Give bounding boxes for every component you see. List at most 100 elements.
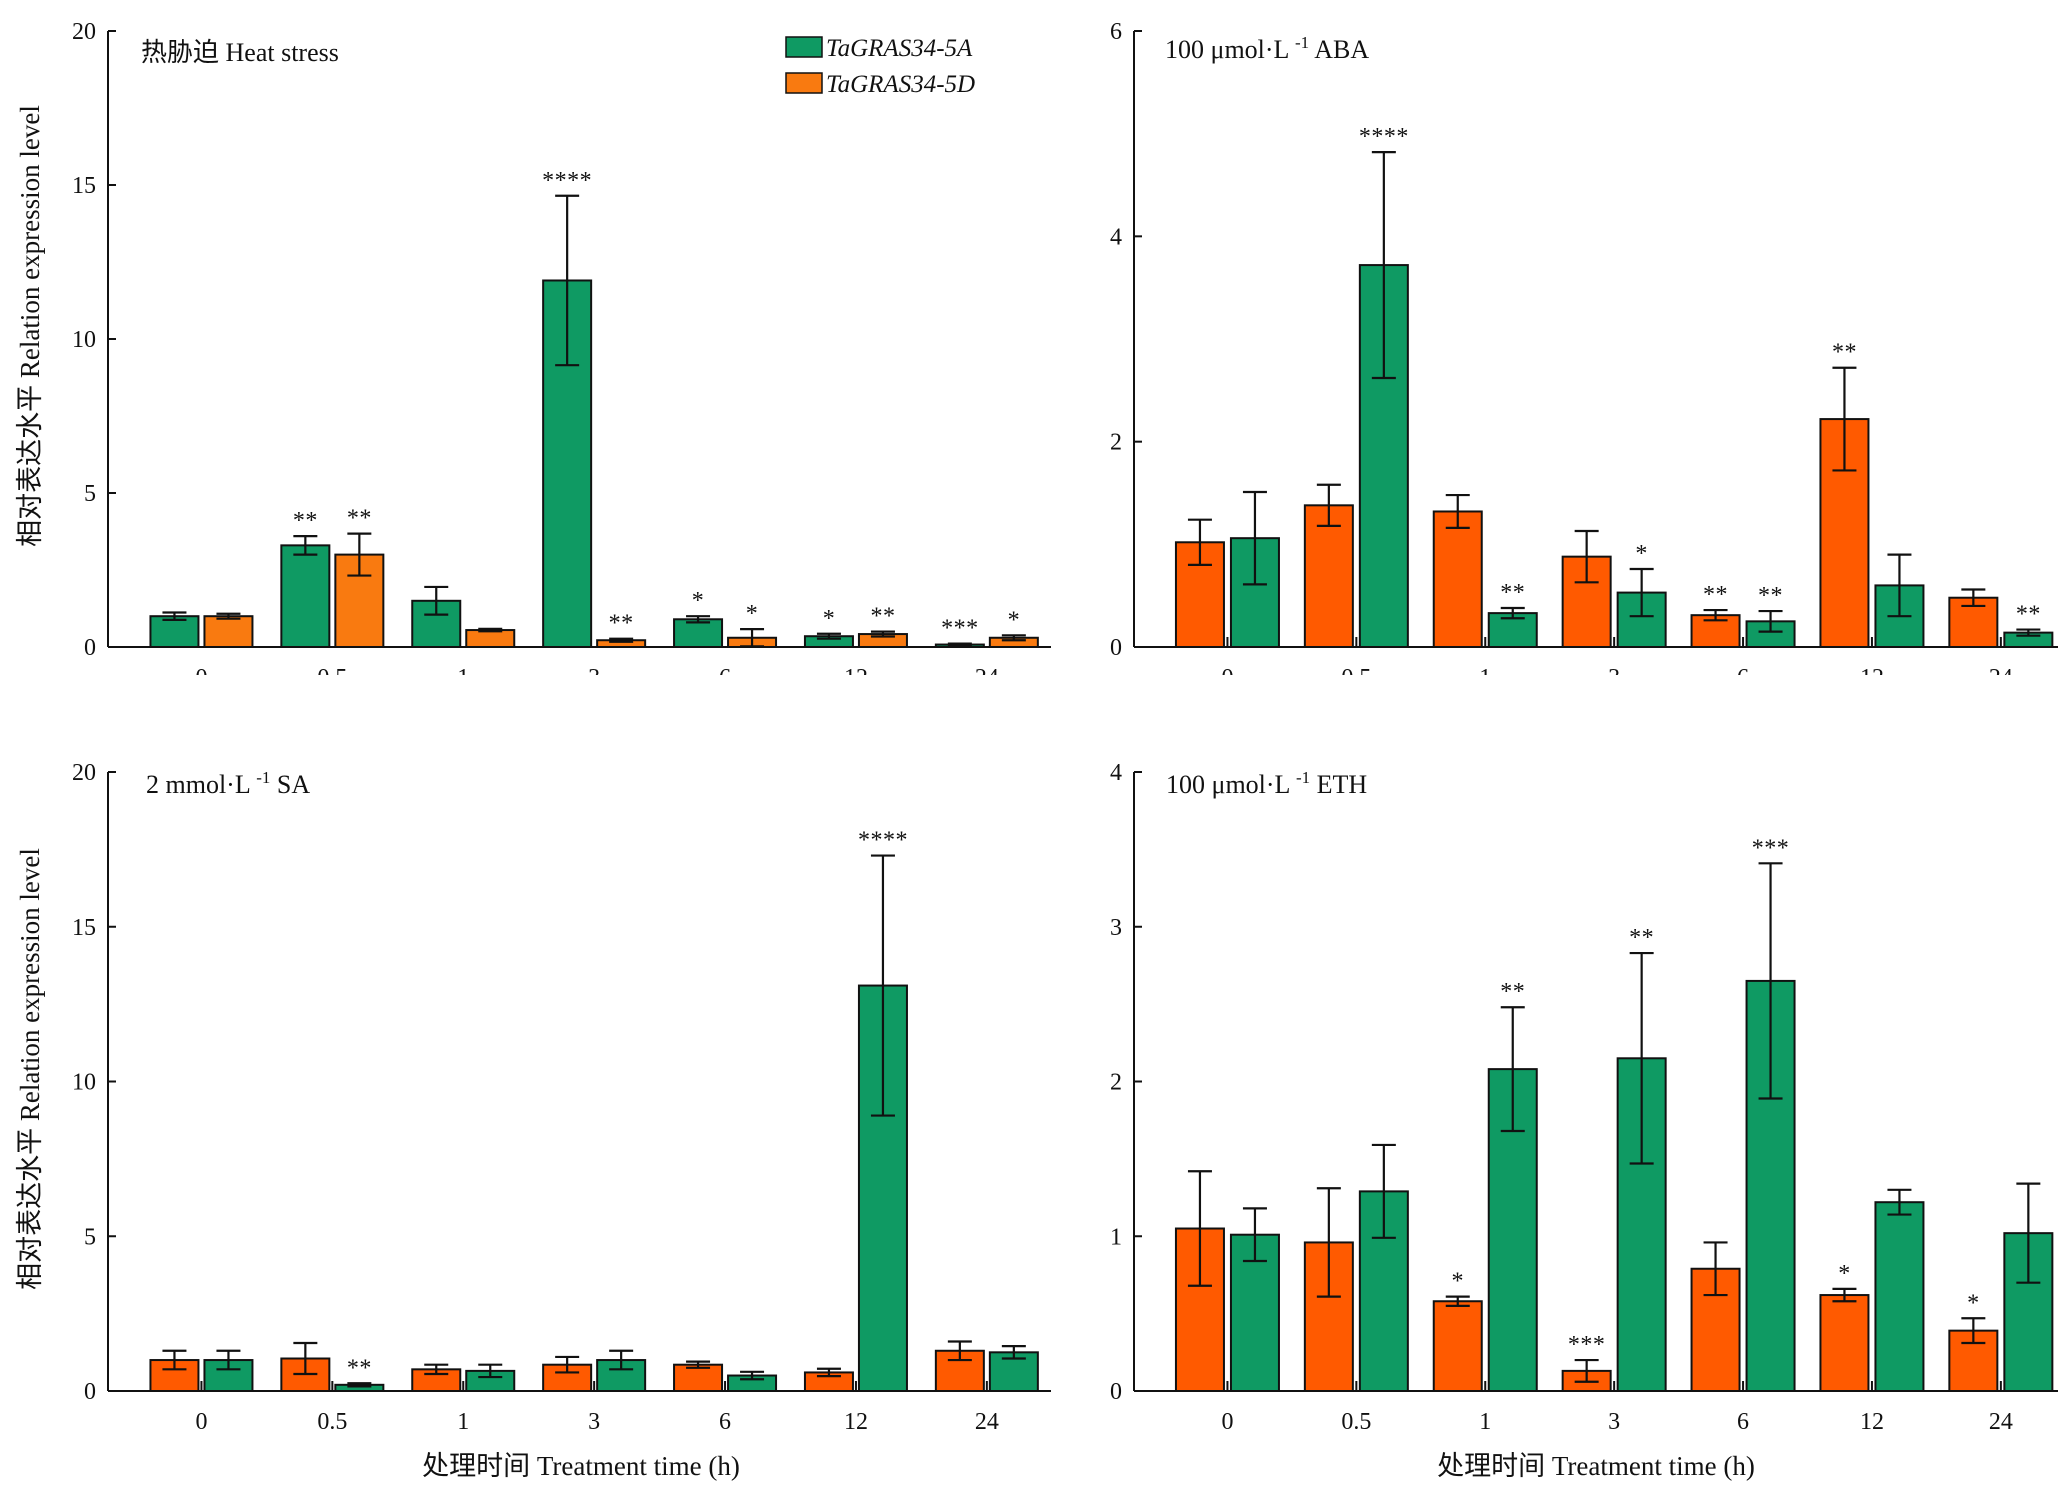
x-tick-label: 0.5: [317, 1409, 347, 1435]
y-tick-label: 20: [72, 19, 96, 45]
chart-eth-svg: 100 μmol·L -1 ETH 处理时间 Treatment time (h…: [1110, 760, 2058, 1481]
x-tick-label: 1: [1479, 1409, 1491, 1435]
significance-label: *: [1452, 1269, 1465, 1295]
significance-label: **: [1703, 582, 1728, 608]
y-tick-label: 20: [72, 760, 96, 786]
significance-label: ****: [1359, 124, 1409, 150]
y-tick-label: 3: [1110, 915, 1122, 941]
significance-label: ****: [542, 168, 592, 194]
x-tick-label: 0: [195, 1409, 207, 1435]
x-tick-label: 1: [1479, 665, 1491, 675]
x-tick-label: 0.5: [1341, 665, 1371, 675]
x-tick-label: 6: [1737, 1409, 1749, 1435]
y-tick-label: 15: [72, 915, 96, 941]
chart-panel-sa: 相对表达水平 Relation expression level 2 mmol·…: [0, 742, 1053, 1496]
x-tick-label: 12: [844, 665, 868, 675]
x-tick-label: 1: [457, 665, 469, 675]
x-tick-label: 3: [588, 665, 600, 675]
x-tick-label: 0: [1221, 1409, 1233, 1435]
chart-title: 100 μmol·L -1 ABA: [1165, 25, 1369, 64]
y-tick-label: 5: [84, 1224, 96, 1250]
y-tick-label: 0: [84, 1379, 96, 1405]
significance-label: **: [1758, 583, 1783, 609]
chart-heat-stress-svg: 相对表达水平 Relation expression level 热胁迫 Hea…: [15, 19, 1051, 691]
bar: [149, 615, 200, 649]
bar: [1874, 1201, 1925, 1392]
chart-title: 100 μmol·L -1 ETH: [1166, 760, 1367, 799]
significance-label: *: [1967, 1290, 1980, 1316]
significance-label: ***: [1752, 835, 1790, 861]
significance-label: **: [293, 508, 318, 534]
significance-label: ***: [941, 616, 979, 642]
y-tick-label: 2: [1110, 430, 1122, 456]
y-tick-label: 0: [1110, 635, 1122, 661]
x-tick-label: 3: [1608, 665, 1620, 675]
bar: [1819, 1294, 1870, 1392]
chart-panel-aba: 100 μmol·L -1 ABA 024600.5****1**3*6****…: [1020, 0, 2071, 691]
x-tick-label: 0.5: [1341, 1409, 1371, 1435]
y-axis-label: 相对表达水平 Relation expression level: [15, 105, 45, 547]
chart-panel-eth: 100 μmol·L -1 ETH 处理时间 Treatment time (h…: [1020, 742, 2071, 1496]
bar: [1432, 510, 1483, 649]
y-tick-label: 0: [1110, 1379, 1122, 1405]
significance-label: **: [1500, 580, 1525, 606]
y-tick-label: 5: [84, 481, 96, 507]
x-tick-label: 12: [1860, 1409, 1884, 1435]
y-axis-label: 相对表达水平 Relation expression level: [15, 848, 45, 1290]
significance-label: **: [609, 611, 634, 637]
x-tick-label: 6: [1737, 665, 1749, 675]
x-tick-label: 1: [457, 1409, 469, 1435]
chart-title-superscript: -1: [1296, 768, 1310, 787]
x-tick-label: 24: [1989, 665, 2013, 675]
bar: [465, 629, 516, 648]
chart-title-superscript: -1: [1295, 33, 1309, 52]
significance-label: *: [823, 606, 836, 632]
y-tick-label: 0: [84, 635, 96, 661]
significance-label: *: [692, 588, 705, 614]
significance-label: **: [1500, 979, 1525, 1005]
y-tick-label: 10: [72, 327, 96, 353]
significance-label: **: [1629, 925, 1654, 951]
x-axis-label: 处理时间 Treatment time (h): [422, 1451, 740, 1481]
significance-label: *: [1838, 1261, 1851, 1287]
x-tick-label: 24: [1989, 1409, 2013, 1435]
bar: [673, 1363, 724, 1393]
significance-label: **: [2016, 602, 2041, 628]
x-tick-label: 0: [1221, 665, 1233, 675]
chart-sa-svg: 相对表达水平 Relation expression level 2 mmol·…: [15, 760, 1051, 1481]
chart-title-tail: ETH: [1317, 770, 1368, 799]
chart-panel-heat-stress: 相对表达水平 Relation expression level 热胁迫 Hea…: [0, 0, 1053, 691]
x-axis-label: 处理时间 Treatment time (h): [1437, 1451, 1755, 1481]
chart-title-tail: ABA: [1314, 35, 1369, 64]
x-tick-label: 0.5: [317, 665, 347, 675]
significance-label: **: [347, 506, 372, 532]
chart-title-main: 100 μmol·L: [1166, 770, 1290, 799]
significance-label: *: [746, 601, 759, 627]
chart-title-tail: SA: [277, 770, 310, 799]
chart-aba-svg: 100 μmol·L -1 ABA 024600.5****1**3*6****…: [1110, 19, 2058, 691]
chart-title-main: 100 μmol·L: [1165, 35, 1289, 64]
bar: [280, 544, 331, 648]
chart-title-main: 2 mmol·L: [146, 770, 250, 799]
significance-label: *: [1635, 541, 1648, 567]
y-tick-label: 2: [1110, 1070, 1122, 1096]
y-tick-label: 4: [1110, 760, 1122, 786]
y-tick-label: 10: [72, 1070, 96, 1096]
x-tick-label: 12: [844, 1409, 868, 1435]
significance-label: **: [870, 604, 895, 630]
y-tick-label: 15: [72, 173, 96, 199]
x-tick-label: 6: [719, 1409, 731, 1435]
significance-label: ***: [1568, 1332, 1606, 1358]
legend-label-b: TaGRAS34-5D: [826, 71, 975, 98]
legend-swatch-a: [785, 36, 823, 58]
bar: [203, 615, 254, 649]
x-tick-label: 0: [195, 665, 207, 675]
x-tick-label: 3: [588, 1409, 600, 1435]
significance-label: **: [347, 1355, 372, 1381]
legend-swatch-b: [785, 72, 823, 94]
legend-label-a: TaGRAS34-5A: [826, 35, 973, 62]
y-tick-label: 1: [1110, 1224, 1122, 1250]
chart-title-superscript: -1: [256, 768, 270, 787]
x-tick-label: 12: [1860, 665, 1884, 675]
